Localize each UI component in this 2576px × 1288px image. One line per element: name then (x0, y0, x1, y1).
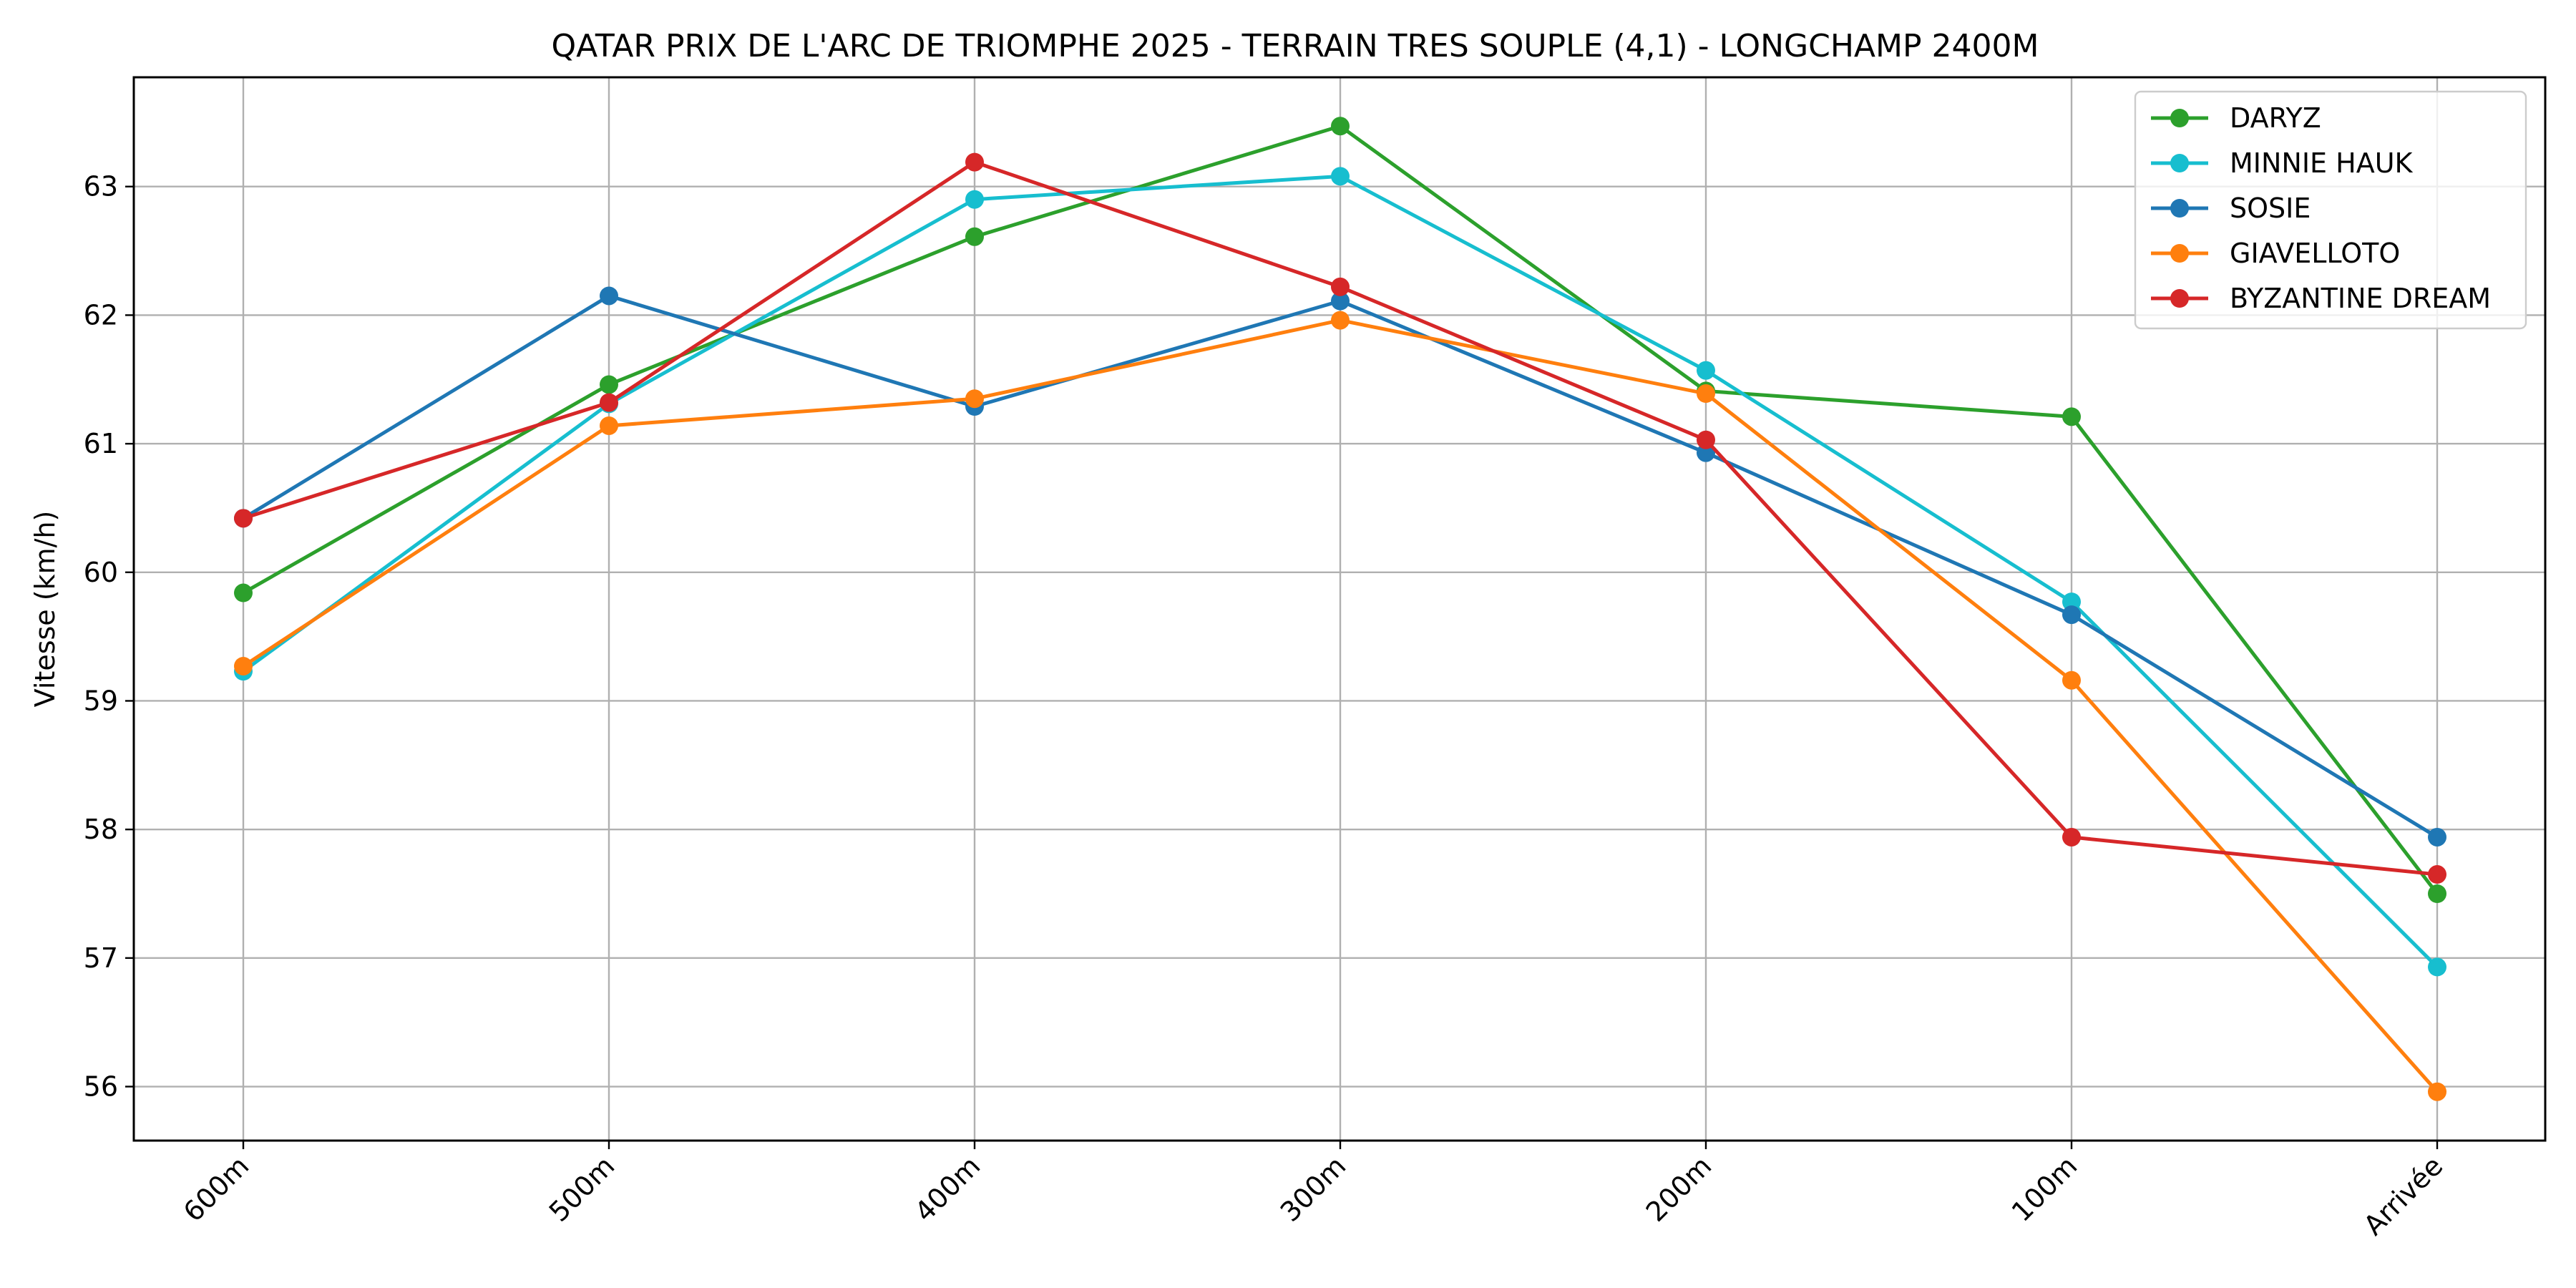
data-point (2428, 1082, 2446, 1101)
y-tick-label: 63 (84, 171, 118, 203)
data-point (1331, 167, 1350, 186)
series-giavelloto (234, 311, 2446, 1101)
data-point (2428, 957, 2446, 977)
y-tick-label: 58 (84, 814, 118, 845)
data-point (1697, 443, 1715, 462)
data-point (234, 509, 253, 528)
x-tick-label: 200m (1640, 1150, 1718, 1228)
y-tick-label: 59 (84, 685, 118, 716)
x-tick-label: 100m (2006, 1150, 2084, 1228)
legend-entry: MINNIE HAUK (2151, 147, 2414, 179)
data-point (2062, 670, 2081, 690)
x-tick-label: 400m (909, 1150, 987, 1228)
data-point (1331, 311, 1350, 330)
y-axis-ticks: 56 57 58 59 60 61 62 63 (84, 171, 134, 1103)
legend-box (2134, 90, 2527, 330)
legend-label: GIAVELLOTO (2230, 238, 2400, 269)
data-point (600, 416, 618, 435)
legend-entry: SOSIE (2151, 192, 2311, 224)
legend-label: SOSIE (2230, 192, 2311, 224)
series-byzantine-dream (234, 152, 2446, 884)
legend-swatch-marker (2170, 154, 2189, 172)
data-point (1697, 361, 1715, 380)
legend-label: DARYZ (2230, 102, 2321, 134)
data-point (2428, 827, 2446, 847)
legend-swatch-marker (2170, 244, 2189, 263)
data-point (1697, 430, 1715, 449)
data-point (2428, 865, 2446, 884)
data-point (965, 389, 984, 409)
y-tick-label: 56 (84, 1071, 118, 1103)
data-point (1331, 117, 1350, 136)
data-point (2062, 827, 2081, 847)
data-point (234, 656, 253, 675)
legend-swatch-marker (2170, 289, 2189, 308)
data-point (2428, 884, 2446, 904)
y-tick-label: 62 (84, 299, 118, 331)
x-tick-label: 500m (543, 1150, 621, 1228)
data-point (1331, 277, 1350, 296)
data-point (965, 227, 984, 246)
legend-label: MINNIE HAUK (2230, 147, 2414, 179)
data-point (2062, 407, 2081, 426)
legend-entry: DARYZ (2151, 102, 2321, 134)
data-point (1331, 291, 1350, 311)
data-point (1697, 384, 1715, 404)
data-point (600, 393, 618, 412)
y-tick-label: 57 (84, 942, 118, 974)
data-point (2062, 592, 2081, 612)
legend-swatch-marker (2170, 199, 2189, 218)
legend: DARYZ MINNIE HAUK SOSIE GIAVELLOTO BYZANTINE… (2134, 90, 2527, 330)
x-axis-ticks: 600m 500m 400m 300m 200m 100m Arrivée (177, 1141, 2449, 1241)
x-tick-label: 600m (177, 1150, 255, 1228)
data-point (965, 152, 984, 172)
y-axis-label: Vitesse (km/h) (29, 511, 61, 708)
data-point (2062, 605, 2081, 625)
legend-entry: GIAVELLOTO (2151, 238, 2400, 269)
legend-label: BYZANTINE DREAM (2230, 283, 2491, 314)
data-point (965, 190, 984, 209)
y-tick-label: 61 (84, 428, 118, 459)
data-point (600, 375, 618, 394)
series-layer (234, 117, 2446, 1101)
x-tick-label: 300m (1274, 1150, 1352, 1228)
legend-entry: BYZANTINE DREAM (2151, 283, 2491, 314)
x-tick-label: Arrivée (2358, 1150, 2449, 1241)
data-point (600, 286, 618, 306)
chart-title: QATAR PRIX DE L'ARC DE TRIOMPHE 2025 - T… (552, 28, 2039, 64)
data-point (234, 583, 253, 602)
y-tick-label: 60 (84, 557, 118, 588)
legend-swatch-marker (2170, 109, 2189, 127)
